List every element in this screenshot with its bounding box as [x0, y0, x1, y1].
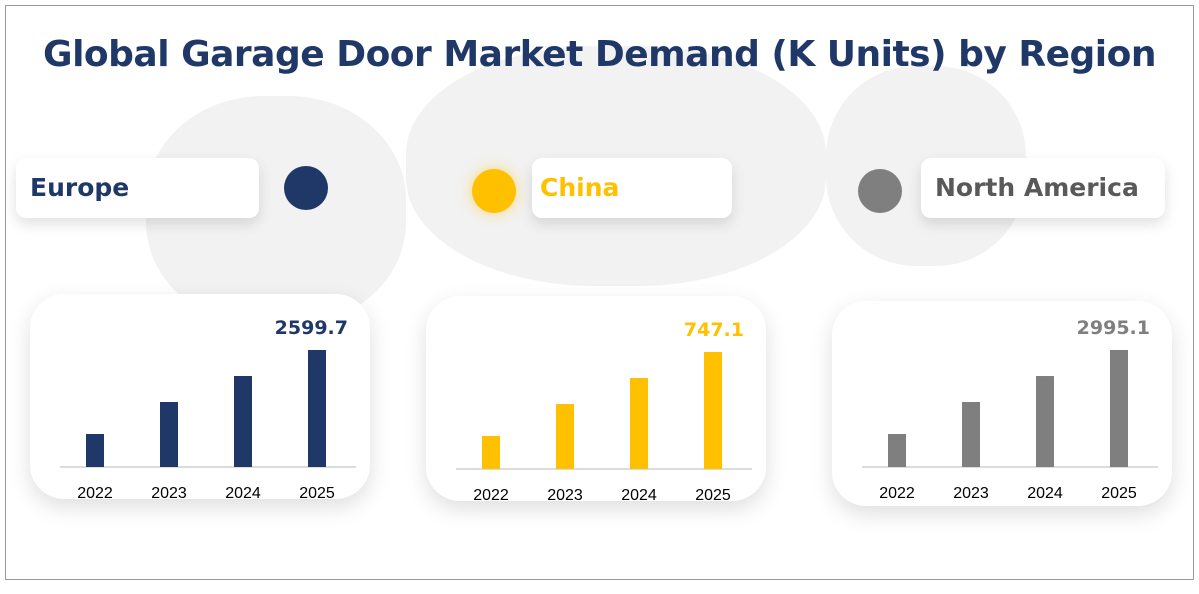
x-tick-label: 2024 [225, 485, 261, 499]
europe-marker-dot [284, 166, 328, 210]
bar-chart-europe: 2022 2023 2024 2025 2599.7 [60, 317, 356, 499]
bar-2022 [86, 434, 104, 467]
chart-card-europe: 2022 2023 2024 2025 2599.7 [30, 294, 370, 499]
bar-2024 [234, 375, 252, 467]
x-tick-label: 2022 [879, 485, 915, 502]
bar-2024 [1036, 376, 1054, 467]
data-label: 2995.1 [1077, 317, 1150, 339]
bar-2023 [160, 402, 178, 467]
bar-2025 [1110, 350, 1128, 467]
region-label-north-america: North America [921, 158, 1165, 218]
region-label-china: China [532, 158, 732, 218]
x-tick-label: 2024 [1027, 485, 1063, 502]
x-tick-label: 2024 [621, 487, 657, 501]
north-america-marker-dot [858, 169, 902, 213]
infographic: Global Garage Door Market Demand (K Unit… [5, 5, 1194, 580]
bar-chart-china: 2022 2023 2024 2025 747.1 [456, 319, 752, 501]
x-tick-label: 2025 [299, 485, 335, 499]
bar-2022 [888, 433, 906, 467]
bar-chart-north-america: 2022 2023 2024 2025 2995.1 [862, 317, 1158, 502]
bar-2023 [556, 404, 574, 469]
chart-card-china: 2022 2023 2024 2025 747.1 [426, 296, 766, 501]
x-tick-label: 2022 [77, 485, 113, 499]
x-tick-label: 2023 [151, 485, 187, 499]
data-label: 747.1 [684, 319, 744, 341]
region-label-europe: Europe [16, 158, 259, 218]
bar-2025 [704, 352, 722, 469]
china-marker-dot [472, 169, 516, 213]
bar-2025 [308, 350, 326, 467]
x-tick-label: 2023 [953, 485, 989, 502]
bar-2024 [630, 378, 648, 469]
bar-2022 [482, 435, 500, 469]
data-label: 2599.7 [275, 317, 348, 339]
x-tick-label: 2025 [695, 487, 731, 501]
page-title: Global Garage Door Market Demand (K Unit… [43, 34, 1156, 75]
x-tick-label: 2025 [1101, 485, 1137, 502]
chart-card-north-america: 2022 2023 2024 2025 2995.1 [832, 301, 1172, 506]
x-tick-label: 2023 [547, 487, 583, 501]
x-tick-label: 2022 [473, 487, 509, 501]
bar-2023 [962, 401, 980, 467]
